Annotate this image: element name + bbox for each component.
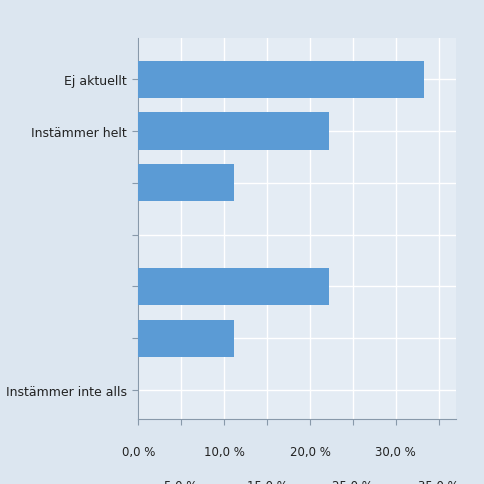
Text: 5,0 %: 5,0 % <box>164 480 197 484</box>
Bar <box>138 113 328 151</box>
Text: 10,0 %: 10,0 % <box>203 445 244 458</box>
Text: 15,0 %: 15,0 % <box>246 480 287 484</box>
Bar <box>138 268 328 305</box>
Bar <box>138 165 233 202</box>
Text: 20,0 %: 20,0 % <box>289 445 330 458</box>
Bar <box>138 61 423 99</box>
Text: 35,0 %: 35,0 % <box>418 480 458 484</box>
Text: 0,0 %: 0,0 % <box>121 445 154 458</box>
Text: 25,0 %: 25,0 % <box>332 480 373 484</box>
Text: 30,0 %: 30,0 % <box>375 445 415 458</box>
Bar <box>138 320 233 357</box>
